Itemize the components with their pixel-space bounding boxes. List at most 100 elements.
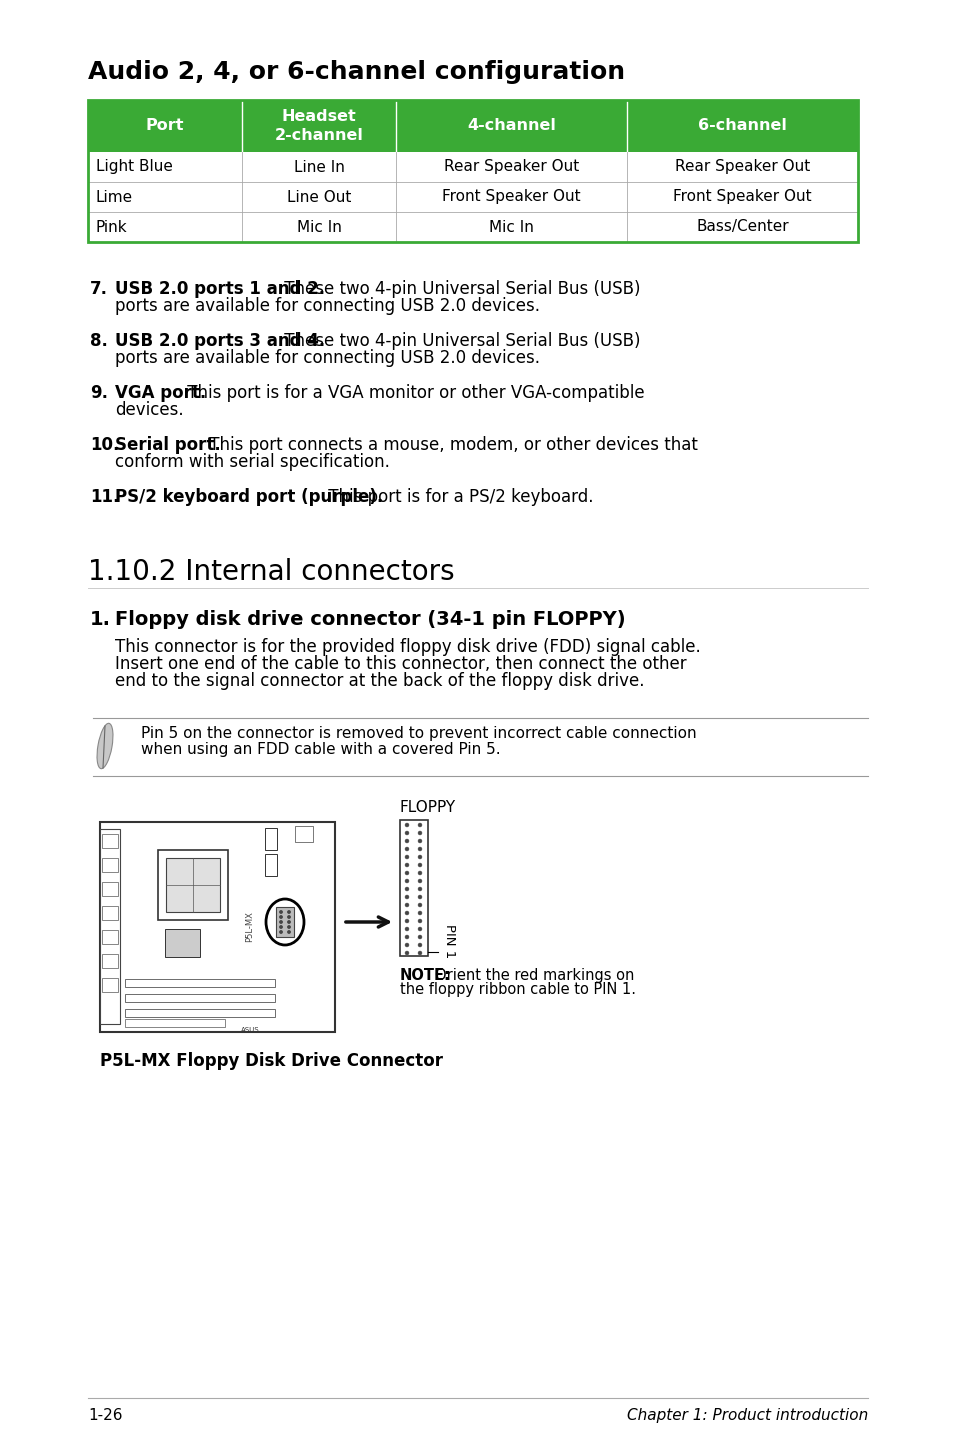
- Text: Port: Port: [146, 118, 184, 134]
- Circle shape: [417, 831, 421, 835]
- Circle shape: [279, 920, 282, 923]
- Text: P5L-MX Floppy Disk Drive Connector: P5L-MX Floppy Disk Drive Connector: [100, 1053, 442, 1070]
- Text: Line In: Line In: [294, 160, 344, 174]
- Text: This port connects a mouse, modem, or other devices that: This port connects a mouse, modem, or ot…: [204, 436, 698, 454]
- Text: Line Out: Line Out: [287, 190, 351, 204]
- Bar: [88, 183, 857, 211]
- Text: 1.: 1.: [90, 610, 111, 628]
- Text: This port is for a PS/2 keyboard.: This port is for a PS/2 keyboard.: [323, 487, 593, 506]
- Text: 6-channel: 6-channel: [698, 118, 786, 134]
- Text: FLOPPY: FLOPPY: [399, 800, 456, 815]
- Text: Headset
2-channel: Headset 2-channel: [274, 109, 363, 142]
- Circle shape: [417, 912, 421, 915]
- Circle shape: [417, 823, 421, 827]
- Bar: [125, 1020, 225, 1027]
- Text: ASUS: ASUS: [240, 1027, 259, 1032]
- Text: Bass/Center: Bass/Center: [696, 220, 788, 234]
- Text: Mic In: Mic In: [489, 220, 534, 234]
- Circle shape: [417, 943, 421, 948]
- Bar: [88, 152, 857, 183]
- Text: Pink: Pink: [96, 220, 128, 234]
- Circle shape: [417, 879, 421, 883]
- Circle shape: [405, 951, 409, 955]
- Circle shape: [405, 823, 409, 827]
- Text: when using an FDD cable with a covered Pin 5.: when using an FDD cable with a covered P…: [141, 742, 500, 756]
- Bar: [399, 820, 428, 956]
- Bar: [166, 858, 220, 912]
- Text: conform with serial specification.: conform with serial specification.: [115, 453, 390, 472]
- Bar: [88, 101, 857, 242]
- Circle shape: [405, 831, 409, 835]
- Bar: [88, 211, 857, 242]
- Bar: [158, 850, 228, 920]
- Circle shape: [405, 912, 409, 915]
- Text: Front Speaker Out: Front Speaker Out: [673, 190, 811, 204]
- Bar: [265, 828, 276, 850]
- Circle shape: [417, 887, 421, 892]
- Text: 1.10.2 Internal connectors: 1.10.2 Internal connectors: [88, 558, 455, 587]
- Circle shape: [405, 879, 409, 883]
- Circle shape: [417, 928, 421, 930]
- Circle shape: [288, 916, 290, 919]
- Bar: [102, 906, 118, 920]
- Text: PIN 1: PIN 1: [443, 923, 456, 958]
- Text: These two 4-pin Universal Serial Bus (USB): These two 4-pin Universal Serial Bus (US…: [278, 332, 639, 349]
- Text: Mic In: Mic In: [296, 220, 341, 234]
- Circle shape: [417, 903, 421, 907]
- Circle shape: [288, 926, 290, 928]
- Circle shape: [279, 930, 282, 933]
- Circle shape: [417, 871, 421, 874]
- Text: ports are available for connecting USB 2.0 devices.: ports are available for connecting USB 2…: [115, 349, 539, 367]
- Bar: [265, 854, 276, 876]
- Bar: [102, 881, 118, 896]
- Text: Front Speaker Out: Front Speaker Out: [442, 190, 580, 204]
- Bar: [100, 828, 120, 1024]
- Bar: [125, 979, 274, 986]
- Text: Rear Speaker Out: Rear Speaker Out: [443, 160, 578, 174]
- Bar: [102, 953, 118, 968]
- Circle shape: [405, 838, 409, 843]
- Bar: [102, 858, 118, 871]
- Text: 8.: 8.: [90, 332, 108, 349]
- Text: the floppy ribbon cable to PIN 1.: the floppy ribbon cable to PIN 1.: [399, 982, 636, 997]
- Text: USB 2.0 ports 3 and 4.: USB 2.0 ports 3 and 4.: [115, 332, 325, 349]
- Circle shape: [417, 894, 421, 899]
- Circle shape: [417, 935, 421, 939]
- Bar: [102, 930, 118, 943]
- Circle shape: [405, 887, 409, 892]
- Text: Floppy disk drive connector (34-1 pin FLOPPY): Floppy disk drive connector (34-1 pin FL…: [115, 610, 625, 628]
- Circle shape: [405, 903, 409, 907]
- Circle shape: [279, 916, 282, 919]
- Bar: [125, 994, 274, 1002]
- Text: 9.: 9.: [90, 384, 108, 403]
- Circle shape: [405, 871, 409, 874]
- Text: USB 2.0 ports 1 and 2.: USB 2.0 ports 1 and 2.: [115, 280, 325, 298]
- Text: Lime: Lime: [96, 190, 133, 204]
- Text: ports are available for connecting USB 2.0 devices.: ports are available for connecting USB 2…: [115, 298, 539, 315]
- Circle shape: [417, 919, 421, 923]
- Circle shape: [279, 910, 282, 913]
- Ellipse shape: [97, 723, 112, 769]
- Text: Serial port.: Serial port.: [115, 436, 220, 454]
- Bar: [275, 907, 294, 938]
- Text: Pin 5 on the connector is removed to prevent incorrect cable connection: Pin 5 on the connector is removed to pre…: [141, 726, 696, 741]
- Bar: [100, 823, 335, 1032]
- Text: Rear Speaker Out: Rear Speaker Out: [674, 160, 809, 174]
- Circle shape: [288, 920, 290, 923]
- Text: end to the signal connector at the back of the floppy disk drive.: end to the signal connector at the back …: [115, 672, 644, 690]
- Circle shape: [417, 863, 421, 867]
- Bar: [294, 825, 313, 843]
- Text: Orient the red markings on: Orient the red markings on: [435, 968, 634, 984]
- Text: devices.: devices.: [115, 401, 183, 418]
- Circle shape: [405, 863, 409, 867]
- Bar: [125, 1009, 274, 1017]
- Text: Chapter 1: Product introduction: Chapter 1: Product introduction: [626, 1408, 867, 1424]
- Text: 10.: 10.: [90, 436, 119, 454]
- Circle shape: [417, 856, 421, 858]
- Circle shape: [279, 926, 282, 928]
- Circle shape: [288, 910, 290, 913]
- Text: This port is for a VGA monitor or other VGA-compatible: This port is for a VGA monitor or other …: [182, 384, 644, 403]
- Text: 4-channel: 4-channel: [467, 118, 556, 134]
- Circle shape: [405, 919, 409, 923]
- Circle shape: [417, 951, 421, 955]
